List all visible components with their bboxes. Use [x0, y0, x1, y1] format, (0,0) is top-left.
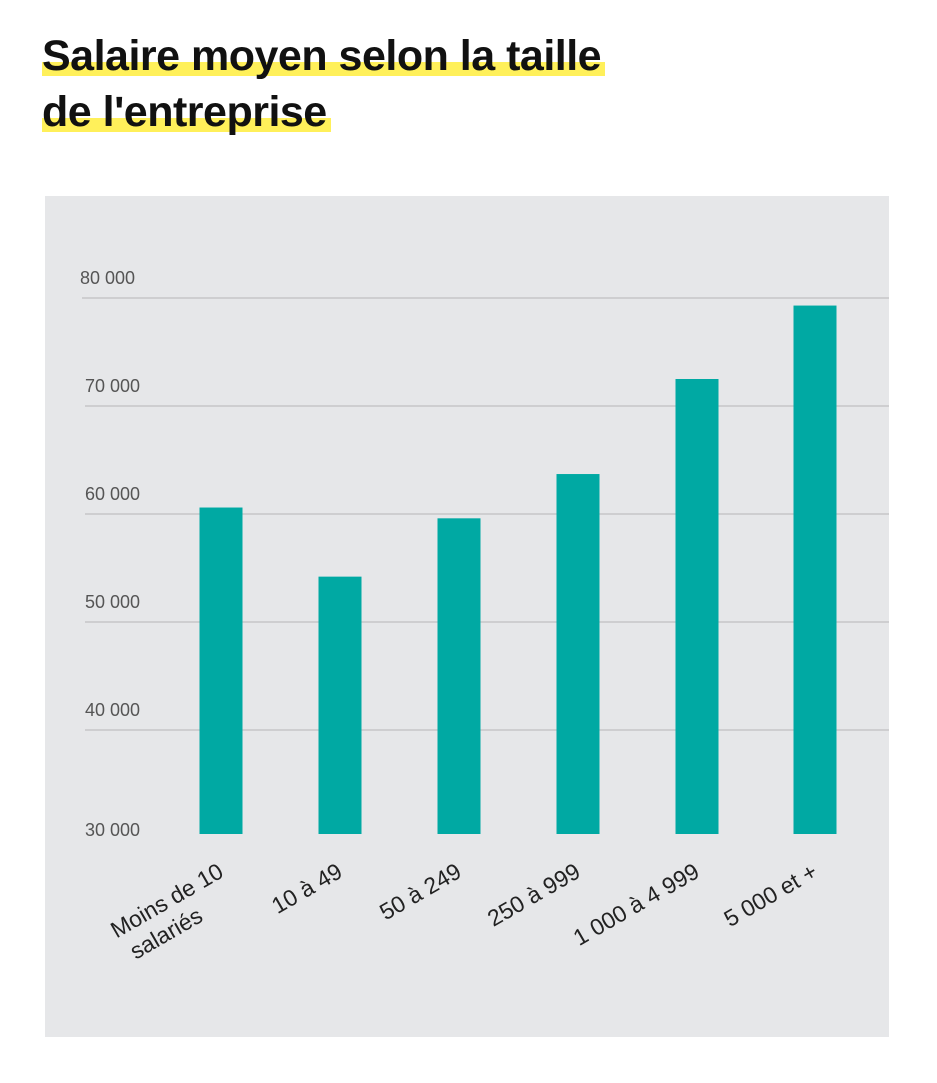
x-tick-label: 5 000 et + [719, 858, 821, 932]
x-tick-label: 10 à 49 [267, 858, 346, 919]
x-tick-label: Moins de 10salariés [106, 858, 242, 967]
bar [675, 379, 719, 834]
chart-title: Salaire moyen selon la taille de l'entre… [42, 28, 606, 140]
bar [199, 507, 243, 834]
bar [556, 474, 600, 834]
x-tick-label: 1 000 à 4 999 [569, 858, 704, 951]
y-tick-label: 40 000 [85, 700, 140, 720]
y-tick-label: 50 000 [85, 592, 140, 612]
x-tick-label: 50 à 249 [375, 858, 466, 925]
bar [318, 576, 362, 834]
bar [793, 305, 837, 834]
title-line-2: de l'entreprise [42, 88, 331, 136]
y-tick-label: 60 000 [85, 484, 140, 504]
x-tick-label: 250 à 999 [483, 858, 585, 932]
y-tick-label: 70 000 [85, 376, 140, 396]
bar [437, 518, 481, 834]
y-tick-label: 80 000 [80, 268, 135, 288]
title-line-1: Salaire moyen selon la taille [42, 32, 606, 80]
y-tick-label: 30 000 [85, 820, 140, 840]
